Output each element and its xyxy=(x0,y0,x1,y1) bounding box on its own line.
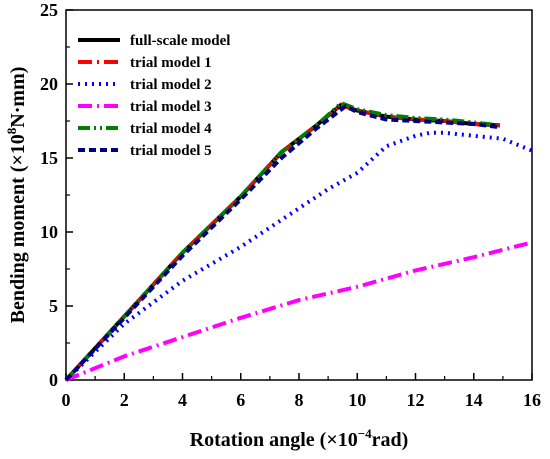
x-tick-labels: 0 2 4 6 8 10 12 14 16 xyxy=(62,390,542,410)
y-tick-label: 0 xyxy=(49,370,58,390)
x-axis-title: Rotation angle (×10−4rad) xyxy=(190,426,409,451)
x-tick-label: 2 xyxy=(120,390,129,410)
legend-label-6: trial model 5 xyxy=(130,143,212,159)
series-line-4 xyxy=(65,240,533,382)
series-line-2 xyxy=(64,102,501,382)
legend: full-scale model trial model 1 trial model… xyxy=(78,33,230,159)
x-tick-label: 0 xyxy=(62,390,71,410)
x-tick-label: 16 xyxy=(523,390,541,410)
x-tick-label: 8 xyxy=(295,390,304,410)
y-tick-label: 5 xyxy=(49,296,58,316)
legend-label-2: trial model 1 xyxy=(130,55,212,71)
y-axis-title: Bending moment (×108N·mm) xyxy=(4,67,29,324)
y-tick-label: 15 xyxy=(40,148,58,168)
series-line-5 xyxy=(64,101,501,382)
tick-marks xyxy=(65,9,533,381)
series-lines xyxy=(64,101,533,382)
x-tick-label: 4 xyxy=(178,390,187,410)
series-line-6 xyxy=(64,104,498,382)
y-tick-label: 20 xyxy=(40,74,58,94)
x-tick-label: 12 xyxy=(407,390,425,410)
y-tick-labels: 0 5 10 15 20 25 xyxy=(40,0,58,390)
x-tick-label: 10 xyxy=(348,390,366,410)
y-tick-label: 10 xyxy=(40,222,58,242)
legend-label-3: trial model 2 xyxy=(130,77,212,93)
legend-label-5: trial model 4 xyxy=(130,121,212,137)
x-tick-label: 6 xyxy=(236,390,245,410)
series-line-3 xyxy=(64,130,533,382)
legend-label-1: full-scale model xyxy=(130,33,230,49)
x-tick-label: 14 xyxy=(465,390,483,410)
legend-label-4: trial model 3 xyxy=(130,99,212,115)
y-tick-label: 25 xyxy=(40,0,58,20)
